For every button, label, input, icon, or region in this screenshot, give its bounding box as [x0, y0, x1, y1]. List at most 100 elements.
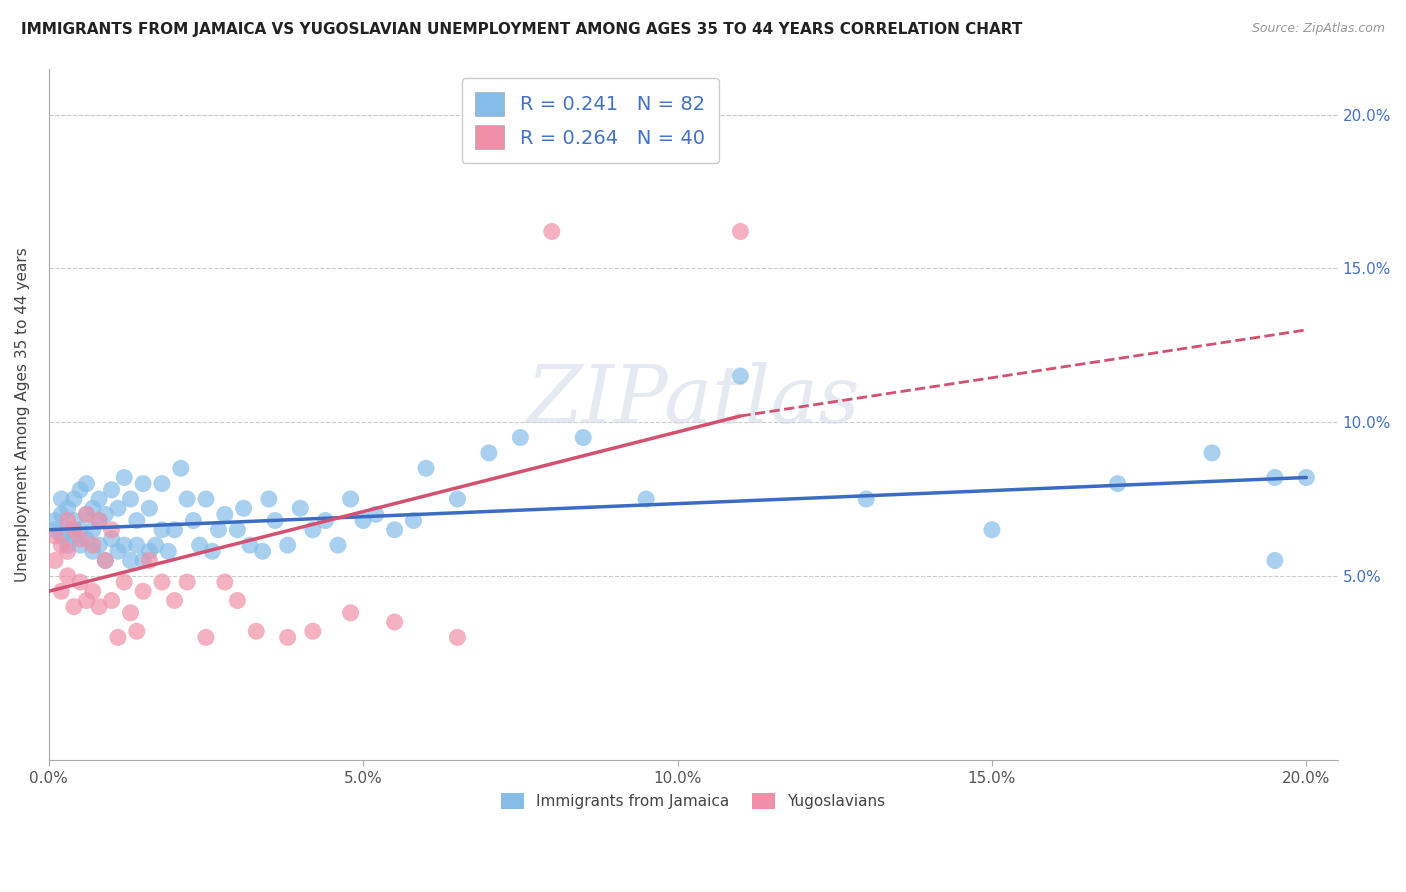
Point: [69, 523, 91, 537]
Point: [138, 544, 160, 558]
Point: [76, 532, 98, 546]
Point: [69, 532, 91, 546]
Point: [150, 575, 173, 590]
Point: [302, 624, 325, 639]
Point: [87, 599, 110, 614]
Point: [107, 501, 129, 516]
Point: [730, 225, 752, 239]
Point: [112, 470, 135, 484]
Point: [194, 491, 217, 506]
Point: [56, 544, 79, 558]
Point: [82, 523, 104, 537]
Point: [176, 491, 198, 506]
Point: [572, 430, 595, 444]
Point: [402, 514, 425, 528]
Point: [352, 514, 374, 528]
Point: [257, 491, 280, 506]
Point: [100, 593, 122, 607]
Point: [132, 553, 155, 567]
Point: [252, 544, 274, 558]
Point: [326, 538, 349, 552]
Point: [277, 631, 299, 645]
Point: [384, 615, 406, 629]
Text: ZIPatlas: ZIPatlas: [526, 362, 860, 440]
Point: [44, 553, 66, 567]
Point: [446, 631, 468, 645]
Point: [730, 369, 752, 384]
Point: [76, 508, 98, 522]
Point: [56, 569, 79, 583]
Point: [51, 529, 73, 543]
Point: [364, 508, 387, 522]
Point: [339, 606, 361, 620]
Point: [157, 544, 180, 558]
Point: [132, 476, 155, 491]
Point: [540, 225, 562, 239]
Point: [100, 532, 122, 546]
Point: [44, 523, 66, 537]
Point: [100, 483, 122, 497]
Point: [63, 514, 86, 528]
Point: [87, 514, 110, 528]
Text: IMMIGRANTS FROM JAMAICA VS YUGOSLAVIAN UNEMPLOYMENT AMONG AGES 35 TO 44 YEARS CO: IMMIGRANTS FROM JAMAICA VS YUGOSLAVIAN U…: [21, 22, 1022, 37]
Point: [69, 483, 91, 497]
Point: [1264, 470, 1286, 484]
Point: [163, 523, 186, 537]
Point: [207, 523, 229, 537]
Point: [163, 593, 186, 607]
Point: [132, 584, 155, 599]
Point: [94, 553, 117, 567]
Point: [76, 508, 98, 522]
Point: [446, 491, 468, 506]
Point: [87, 491, 110, 506]
Point: [82, 501, 104, 516]
Point: [176, 575, 198, 590]
Point: [1201, 446, 1223, 460]
Point: [855, 491, 877, 506]
Point: [63, 599, 86, 614]
Text: Source: ZipAtlas.com: Source: ZipAtlas.com: [1251, 22, 1385, 36]
Point: [69, 538, 91, 552]
Point: [314, 514, 336, 528]
Point: [107, 631, 129, 645]
Point: [94, 508, 117, 522]
Point: [82, 544, 104, 558]
Point: [120, 553, 142, 567]
Point: [44, 514, 66, 528]
Point: [69, 575, 91, 590]
Point: [51, 508, 73, 522]
Point: [214, 575, 236, 590]
Point: [1107, 476, 1129, 491]
Point: [56, 514, 79, 528]
Point: [56, 538, 79, 552]
Point: [170, 461, 193, 475]
Point: [51, 538, 73, 552]
Point: [277, 538, 299, 552]
Point: [183, 514, 205, 528]
Point: [112, 575, 135, 590]
Point: [125, 624, 148, 639]
Point: [63, 491, 86, 506]
Point: [82, 584, 104, 599]
Y-axis label: Unemployment Among Ages 35 to 44 years: Unemployment Among Ages 35 to 44 years: [15, 247, 30, 582]
Legend: Immigrants from Jamaica, Yugoslavians: Immigrants from Jamaica, Yugoslavians: [495, 787, 891, 815]
Point: [112, 538, 135, 552]
Point: [138, 501, 160, 516]
Point: [415, 461, 437, 475]
Point: [87, 514, 110, 528]
Point: [150, 476, 173, 491]
Point: [264, 514, 287, 528]
Point: [339, 491, 361, 506]
Point: [145, 538, 167, 552]
Point: [138, 553, 160, 567]
Point: [107, 544, 129, 558]
Point: [636, 491, 658, 506]
Point: [232, 501, 254, 516]
Point: [302, 523, 325, 537]
Point: [201, 544, 224, 558]
Point: [226, 593, 249, 607]
Point: [188, 538, 211, 552]
Point: [239, 538, 262, 552]
Point: [194, 631, 217, 645]
Point: [51, 491, 73, 506]
